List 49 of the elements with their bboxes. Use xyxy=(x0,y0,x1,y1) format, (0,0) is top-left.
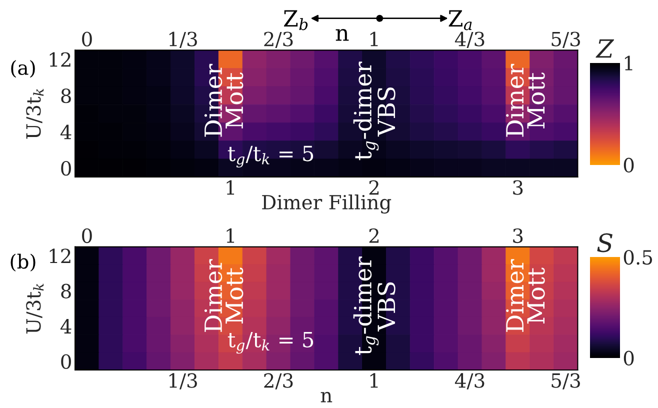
x2-tick-label: 4/3 xyxy=(454,32,484,48)
x-tick-label: 2 xyxy=(369,180,379,195)
y-tick-label: 4 xyxy=(60,124,72,140)
y-tick-label: 12 xyxy=(50,52,70,67)
x-tick-label: 4/3 xyxy=(454,373,484,390)
x2-tick-label: 2 xyxy=(369,228,379,243)
x2-tick-label: 1 xyxy=(370,32,378,46)
annotation: Dimer Mott xyxy=(506,259,545,332)
color-bar-label: 0.5 xyxy=(624,250,652,265)
text: (a) xyxy=(11,60,35,78)
y-tick-label: 8 xyxy=(61,88,71,104)
x-tick-label: 1 xyxy=(370,373,378,388)
y-tick-label: 8 xyxy=(61,284,71,299)
text: Z$_{a}$ xyxy=(448,10,472,30)
x-axis-title: n xyxy=(320,392,332,402)
y-tick-label: 0 xyxy=(61,354,71,369)
text: n xyxy=(336,28,349,41)
text: (b) xyxy=(10,254,36,272)
color-bar-label: 1 xyxy=(624,56,632,70)
color-bar-title: Z xyxy=(596,39,614,58)
x-tick-label: 5/3 xyxy=(552,373,580,390)
y-axis-title: U/3t$_{k}$ xyxy=(26,88,44,139)
x2-tick-label: 1/3 xyxy=(169,32,197,48)
annotation: t$_{g}$-dimer VBS xyxy=(353,256,396,356)
x2-tick-label: 1 xyxy=(226,228,234,243)
x2-tick-label: 0 xyxy=(82,32,92,46)
annotation: Dimer Mott xyxy=(506,64,545,137)
color-bar-label: 0 xyxy=(624,158,634,172)
color-bar-title: S xyxy=(597,233,612,252)
x-tick-label: 1 xyxy=(226,180,234,195)
y-tick-label: 12 xyxy=(50,248,70,264)
color-bar-label: 0 xyxy=(624,350,634,366)
y-tick-label: 0 xyxy=(61,160,71,176)
annotation: t$_{g}$/t$_{k}$ = 5 xyxy=(228,146,314,168)
x2-tick-label: 5/3 xyxy=(552,32,580,48)
x-tick-label: 1/3 xyxy=(169,373,197,390)
x-tick-label: 3 xyxy=(513,180,523,195)
annotation: t$_{g}$/t$_{k}$ = 5 xyxy=(228,332,314,354)
x2-tick-label: 2/3 xyxy=(264,32,293,48)
y-tick-label: 4 xyxy=(60,319,72,334)
x2-tick-label: 0 xyxy=(82,228,92,244)
annotation: Dimer Mott xyxy=(204,259,244,332)
x-axis-title: Dimer Filling xyxy=(262,194,392,214)
y-axis-title: U/3t$_{k}$ xyxy=(26,284,44,334)
annotation: Dimer Mott xyxy=(204,64,244,137)
x-tick-label: 2/3 xyxy=(264,373,293,390)
annotation: t$_{g}$-dimer VBS xyxy=(353,62,396,160)
text: Z$_{b}$ xyxy=(284,10,308,30)
x2-tick-label: 3 xyxy=(513,228,523,244)
